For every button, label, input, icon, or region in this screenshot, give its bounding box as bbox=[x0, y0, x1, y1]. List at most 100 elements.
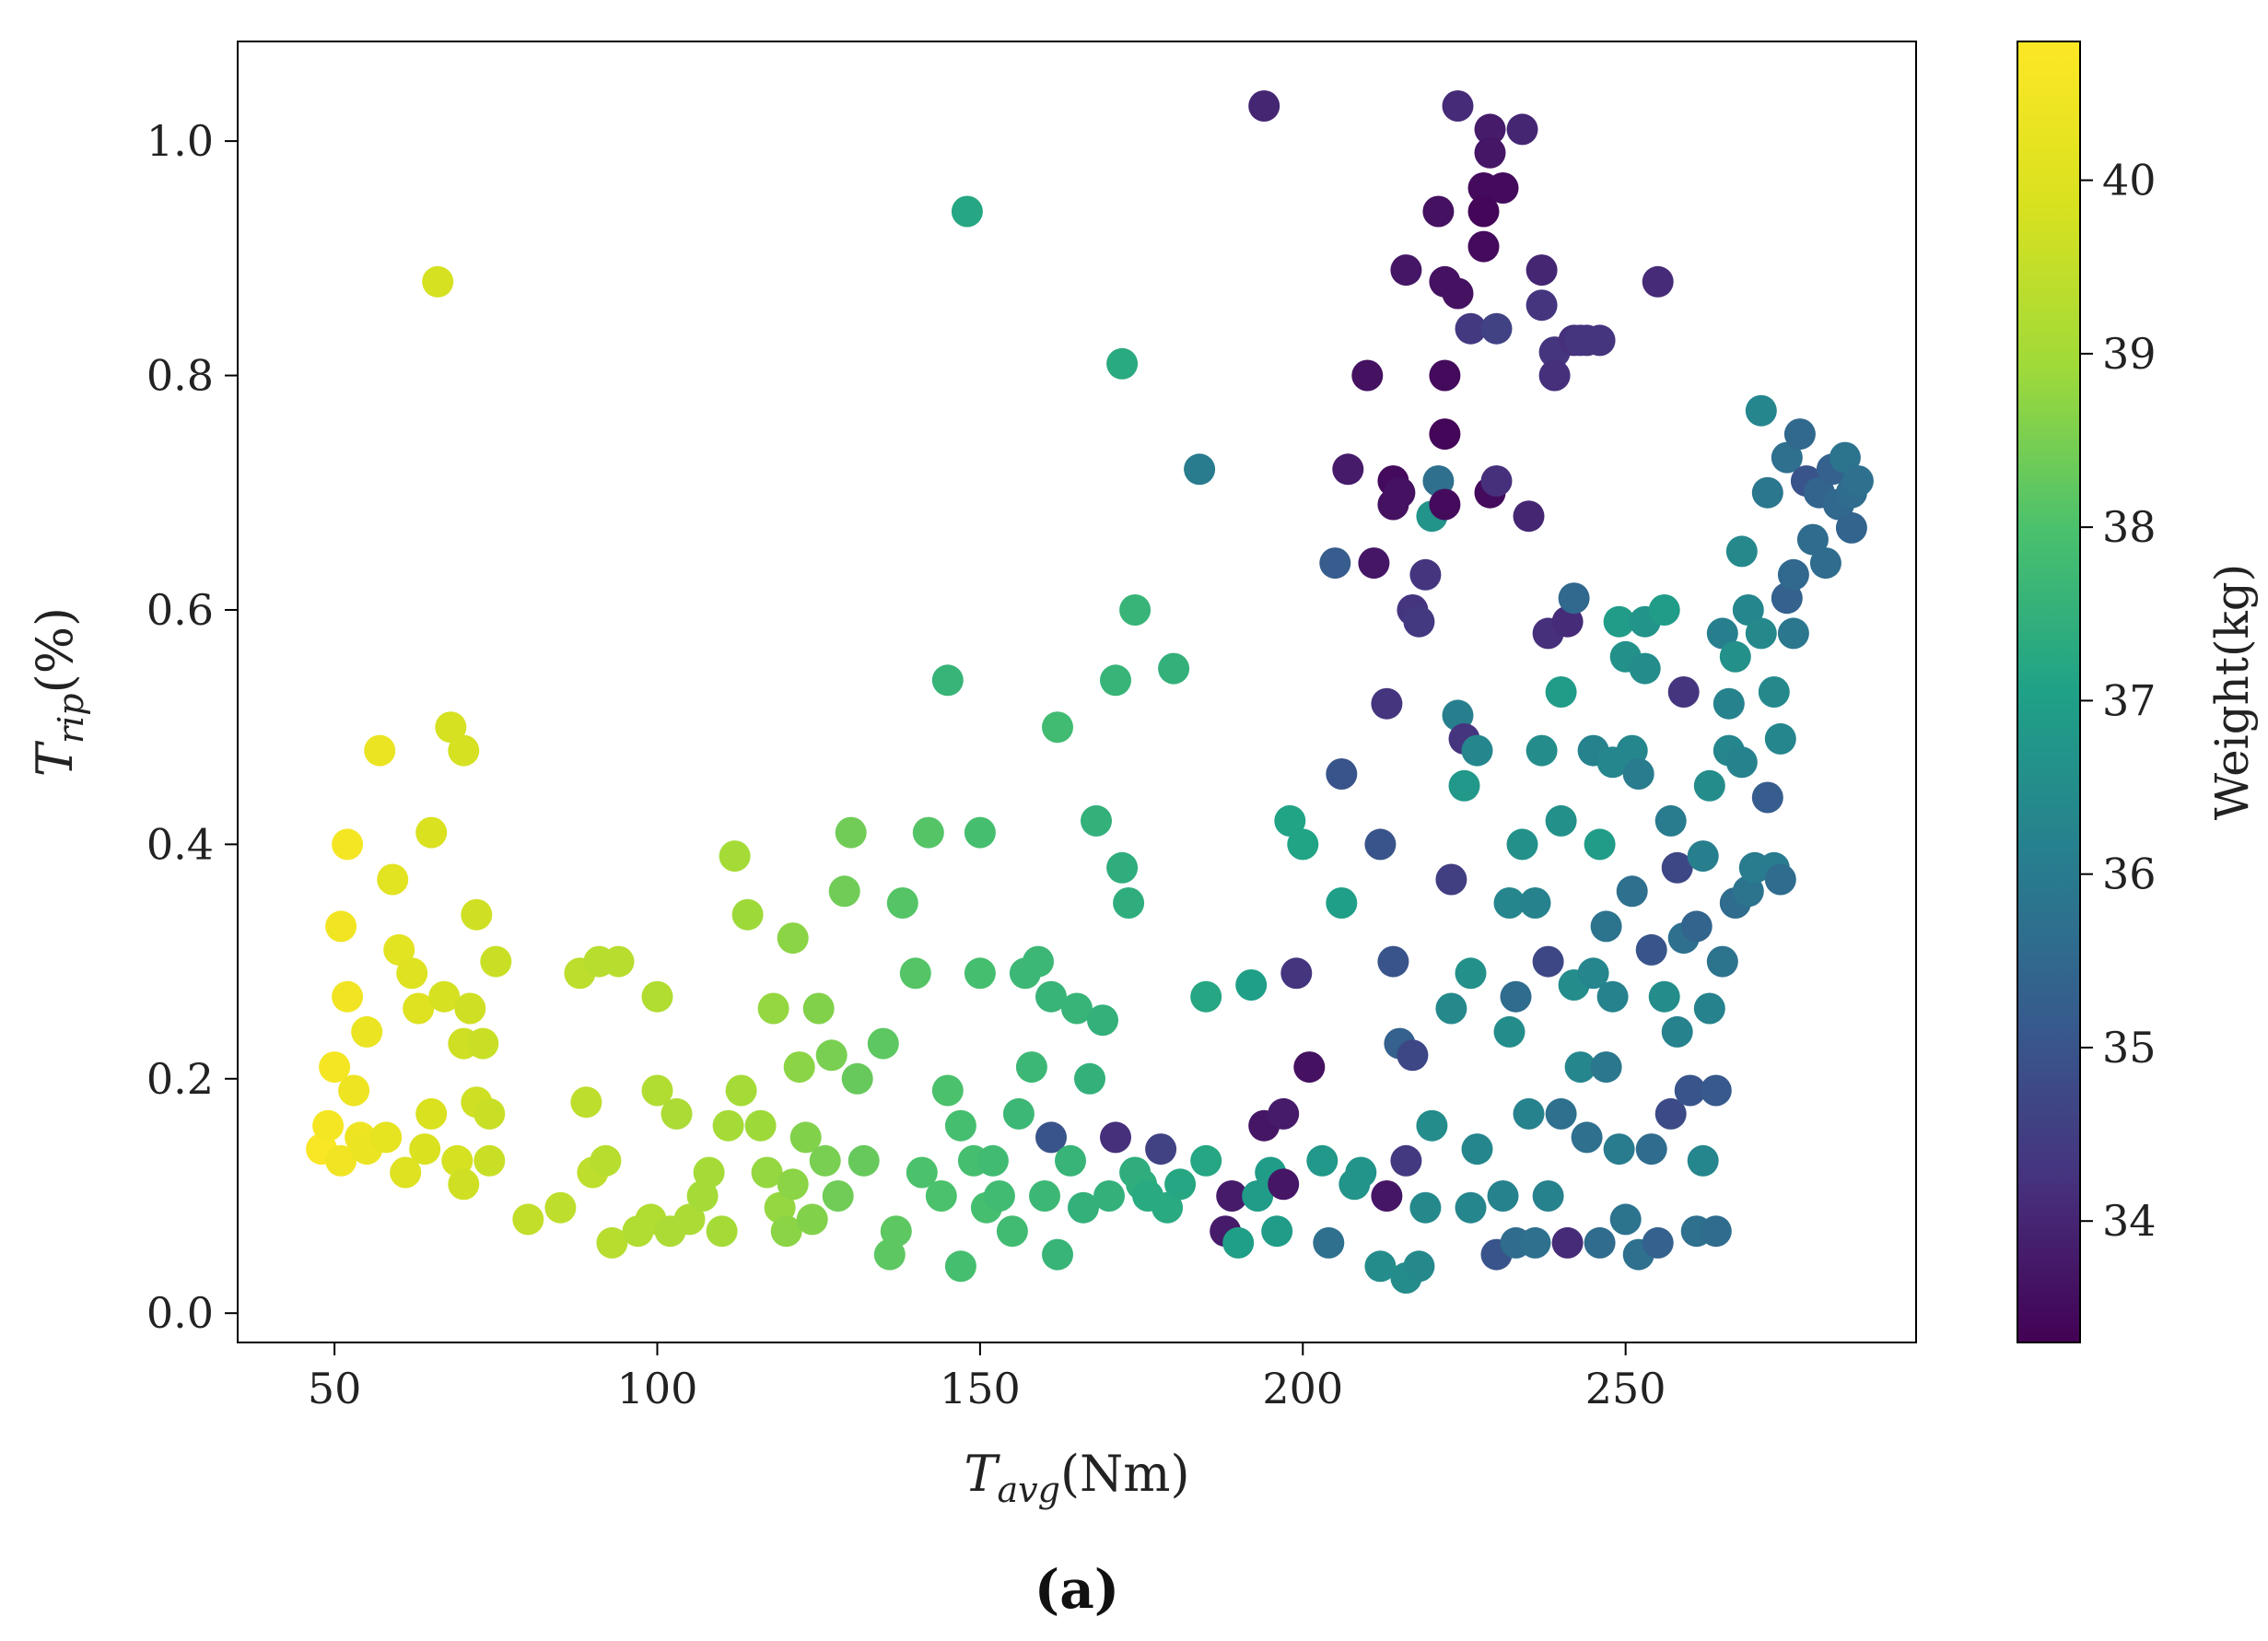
scatter-point bbox=[403, 992, 435, 1025]
scatter-point bbox=[841, 1062, 873, 1095]
scatter-point bbox=[1635, 933, 1667, 966]
scatter-point bbox=[731, 898, 764, 931]
scatter-point bbox=[480, 945, 512, 978]
scatter-point bbox=[1622, 758, 1654, 790]
scatter-point bbox=[1713, 687, 1745, 720]
scatter-point bbox=[770, 1215, 802, 1248]
scatter-point bbox=[1029, 1180, 1060, 1212]
scatter-point bbox=[744, 1109, 777, 1142]
scatter-point bbox=[802, 992, 835, 1025]
scatter-point bbox=[1487, 172, 1519, 204]
scatter-point bbox=[944, 1109, 976, 1142]
scatter-point bbox=[1023, 945, 1054, 978]
scatter-point bbox=[1635, 1133, 1667, 1166]
scatter-point bbox=[1590, 910, 1622, 943]
scatter-point bbox=[886, 887, 918, 919]
scatter-point bbox=[1506, 828, 1538, 861]
scatter-point bbox=[809, 1144, 841, 1177]
scatter-point bbox=[1661, 1015, 1693, 1048]
scatter-point bbox=[1732, 875, 1764, 908]
x-tick-label: 50 bbox=[308, 1364, 362, 1413]
colorbar-tick-label: 36 bbox=[2102, 850, 2157, 899]
scatter-point bbox=[828, 875, 860, 908]
scatter-point bbox=[1577, 957, 1609, 990]
scatter-point bbox=[899, 957, 931, 990]
scatter-point bbox=[996, 1215, 1028, 1248]
scatter-point bbox=[1042, 711, 1073, 744]
scatter-point bbox=[641, 980, 673, 1013]
scatter-point bbox=[1680, 910, 1713, 943]
scatter-point bbox=[1551, 605, 1584, 638]
figure-caption: (a) bbox=[1035, 1558, 1119, 1621]
scatter-point bbox=[641, 1074, 673, 1107]
scatter-point bbox=[1002, 1097, 1035, 1130]
scatter-point bbox=[1403, 605, 1435, 638]
scatter-point bbox=[1751, 476, 1783, 509]
scatter-point bbox=[473, 1144, 506, 1177]
scatter-point bbox=[1532, 945, 1564, 978]
scatter-point bbox=[1661, 851, 1693, 884]
scatter-point bbox=[1403, 1250, 1435, 1283]
scatter-point bbox=[777, 922, 809, 955]
scatter-point bbox=[906, 1156, 938, 1189]
colorbar-tick-label: 40 bbox=[2102, 156, 2157, 205]
plot-frame bbox=[237, 41, 1917, 1343]
scatter-point bbox=[1100, 664, 1131, 697]
scatter-point bbox=[396, 957, 428, 990]
colorbar-tick-label: 37 bbox=[2102, 675, 2157, 725]
scatter-point bbox=[1351, 359, 1384, 392]
scatter-point bbox=[325, 910, 357, 943]
scatter-point bbox=[1455, 1191, 1487, 1224]
scatter-point bbox=[1758, 676, 1790, 708]
scatter-point bbox=[1429, 359, 1461, 392]
scatter-point bbox=[544, 1191, 577, 1224]
scatter-point bbox=[964, 957, 996, 990]
scatter-point bbox=[1358, 547, 1390, 580]
scatter-point bbox=[1777, 617, 1809, 650]
scatter-point bbox=[370, 1121, 403, 1154]
scatter-point bbox=[1667, 676, 1700, 708]
scatter-point bbox=[976, 1144, 1009, 1177]
scatter-point bbox=[409, 1133, 441, 1166]
scatter-point bbox=[351, 1015, 383, 1048]
scatter-point bbox=[1035, 980, 1067, 1013]
scatter-point bbox=[783, 1051, 815, 1084]
scatter-point bbox=[1719, 640, 1751, 673]
scatter-point bbox=[822, 1180, 854, 1212]
scatter-point bbox=[1390, 1144, 1422, 1177]
scatter-point bbox=[1603, 1133, 1635, 1166]
scatter-point bbox=[325, 1144, 357, 1177]
scatter-point bbox=[686, 1180, 719, 1212]
scatter-point bbox=[1654, 804, 1687, 837]
scatter-point bbox=[1442, 90, 1474, 122]
scatter-point bbox=[777, 1168, 809, 1201]
scatter-point bbox=[428, 980, 461, 1013]
scatter-point bbox=[1429, 418, 1461, 451]
scatter-points bbox=[306, 90, 1874, 1294]
scatter-point bbox=[467, 1027, 499, 1060]
scatter-point bbox=[1513, 1097, 1545, 1130]
scatter-point bbox=[1584, 324, 1616, 357]
scatter-point bbox=[1474, 136, 1506, 169]
scatter-point bbox=[1280, 957, 1313, 990]
scatter-point bbox=[448, 1168, 480, 1201]
colorbar-tick-label: 38 bbox=[2102, 502, 2157, 552]
x-axis-label: Tavg(Nm) bbox=[964, 1445, 1189, 1510]
scatter-point bbox=[1745, 394, 1777, 427]
scatter-point bbox=[1216, 1180, 1248, 1212]
scatter-point bbox=[1455, 312, 1487, 345]
scatter-point bbox=[1706, 945, 1738, 978]
scatter-point bbox=[1693, 992, 1725, 1025]
scatter-point bbox=[1629, 652, 1661, 685]
scatter-point bbox=[1106, 347, 1139, 380]
scatter-point bbox=[1526, 254, 1558, 287]
y-tick-label: 0.6 bbox=[146, 585, 214, 635]
scatter-point bbox=[1725, 746, 1758, 779]
scatter-point bbox=[1506, 113, 1538, 146]
scatter-point bbox=[757, 992, 789, 1025]
scatter-point bbox=[1835, 511, 1867, 544]
scatter-point bbox=[661, 1097, 693, 1130]
colorbar-tick-label: 34 bbox=[2102, 1196, 2157, 1246]
scatter-point bbox=[925, 1180, 957, 1212]
